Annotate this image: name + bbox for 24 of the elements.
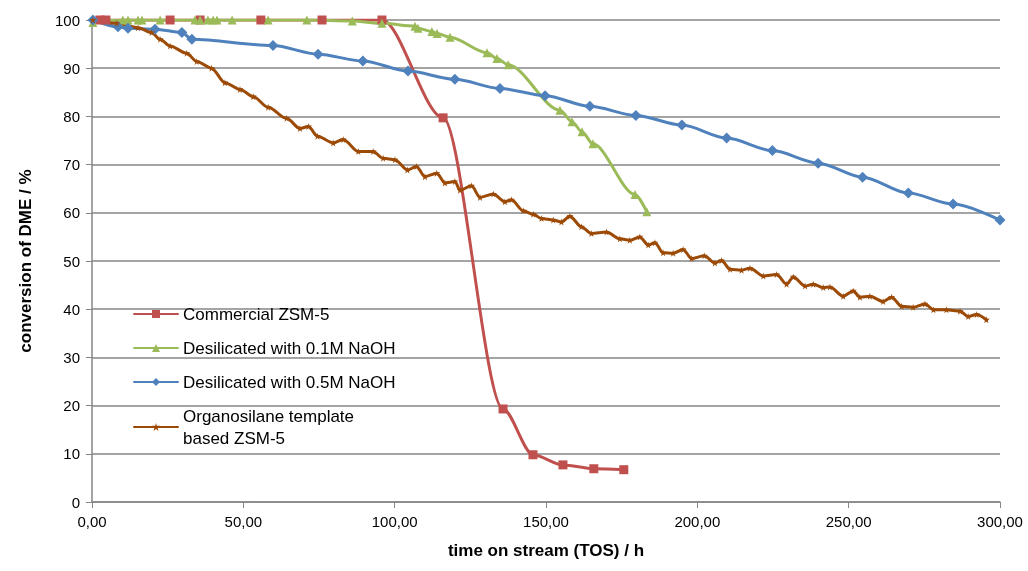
y-tick-label: 0 (71, 493, 80, 511)
y-tick-label: 20 (63, 397, 80, 415)
legend-label: Desilicated with 0.1M NaOH (183, 338, 396, 358)
x-axis-title: time on stream (TOS) / h (447, 541, 645, 560)
y-axis-title: conversion of DME / % (16, 169, 35, 353)
y-tick-label: 50 (63, 252, 80, 270)
y-tick-label: 70 (63, 156, 80, 174)
legend-label: Desilicated with 0.5M NaOH (183, 372, 396, 392)
legend-label: Commercial ZSM-5 (183, 304, 330, 324)
y-tick-label: 80 (63, 107, 80, 125)
y-tick-label: 60 (63, 204, 80, 222)
x-tick-label: 50,00 (224, 513, 263, 530)
x-tick-label: 200,00 (674, 513, 721, 530)
x-tick-label: 250,00 (825, 513, 872, 530)
x-tick-label: 300,00 (977, 513, 1023, 530)
x-tick-label: 0,00 (77, 513, 107, 530)
x-tick-label: 150,00 (523, 513, 569, 530)
x-tick-label: 100,00 (371, 513, 418, 530)
y-tick-label: 100 (54, 11, 80, 29)
y-tick-label: 90 (63, 59, 80, 77)
y-tick-label: 10 (63, 445, 80, 463)
legend-label: Organosilane template based ZSM-5 (183, 406, 359, 448)
y-tick-label: 30 (63, 348, 80, 366)
y-tick-label: 40 (63, 300, 80, 318)
